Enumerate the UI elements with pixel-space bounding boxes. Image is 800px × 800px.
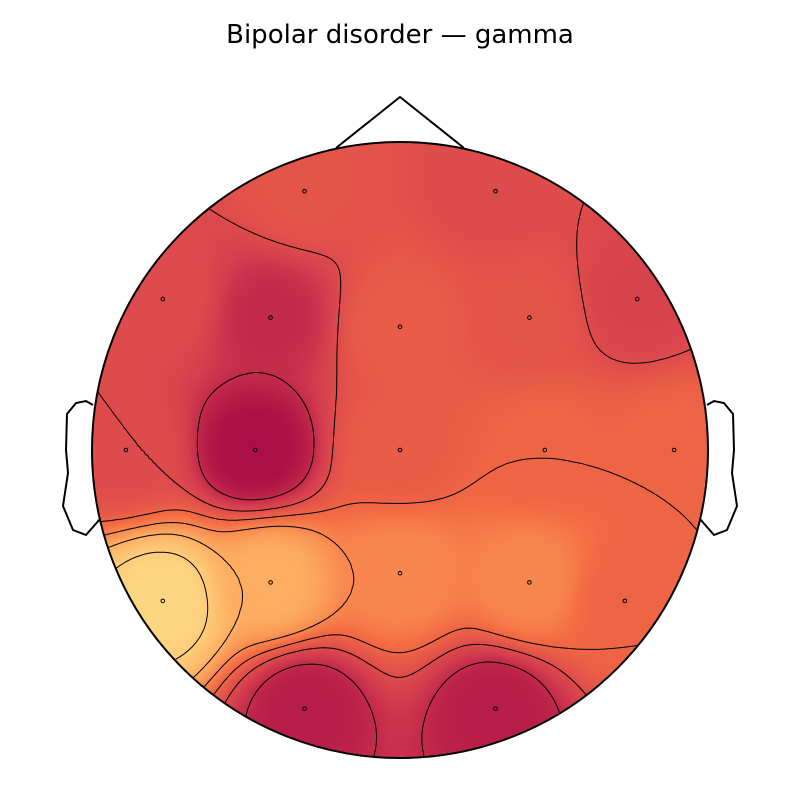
nose-outline — [336, 97, 464, 148]
heatmap-field — [92, 142, 708, 758]
